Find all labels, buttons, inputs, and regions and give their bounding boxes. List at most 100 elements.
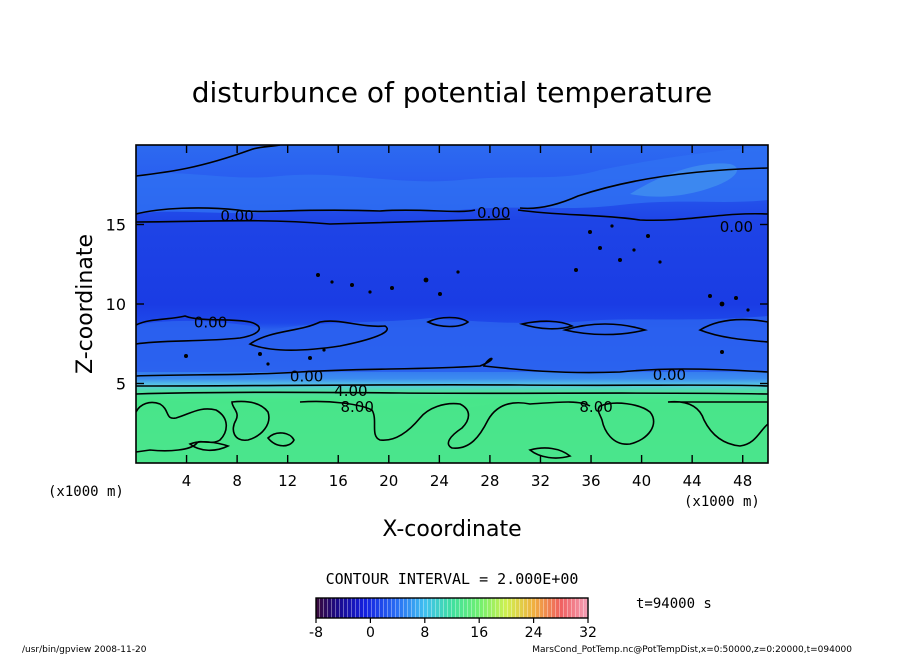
contour-speck [720,350,724,354]
contour-line [136,207,476,215]
contour-line [248,320,388,352]
contour-line [136,315,261,345]
contour-speck [266,362,270,366]
x-axis-label: X-coordinate [382,517,521,542]
colorbar-tick-label: 32 [579,625,597,641]
plot-area: 0.00 0.000.000.000.00 0.004.008.00 8.00 [135,144,769,464]
colorbar-stripes [316,598,588,618]
x-axis: 4 8 12 16 20 24 28 32 36 40 44 48 [182,145,752,490]
x-unit-left: (x1000 m) [48,484,124,500]
contour-speck [316,273,320,277]
contour-label: 4.00 [334,382,367,400]
contour-line [136,383,768,387]
contour-line [136,145,281,177]
colorbar-tick-label: 0 [366,625,375,641]
contour-speck [330,280,334,284]
x-tick-label: 24 [430,472,449,490]
contour-speck [308,356,312,360]
contour-label: 0.00 [194,313,227,331]
x-unit-right: (x1000 m) [684,494,760,510]
contour-label: 8.00 [340,398,373,416]
contour-speck [423,277,429,283]
contour-speck [588,230,592,234]
contour-speck [734,296,738,300]
x-tick-label: 4 [182,472,192,490]
colorbar: -8 0 8 16 24 32 [309,597,597,641]
contour-speck [658,260,662,264]
y-axis-label: Z-coordinate [73,234,98,374]
x-tick-label: 8 [232,472,242,490]
x-tick-label: 48 [733,472,752,490]
contour-speck [610,224,614,228]
chart-title: disturbunce of potential temperature [192,76,713,109]
contour-speck [618,258,622,262]
contour-line [231,400,270,441]
x-tick-label: 36 [581,472,600,490]
contour-line [266,432,295,447]
y-tick-label: 5 [116,375,126,394]
x-tick-label: 20 [379,472,398,490]
colorbar-tick-label: 16 [470,625,488,641]
contour-line [136,357,768,377]
contour-line [517,209,768,222]
contour-line [597,402,655,445]
x-tick-label: 44 [683,472,702,490]
contour-line [136,391,768,395]
contour-speck [390,286,394,290]
y-tick-label: 15 [106,216,126,235]
colorbar-tick-label: -8 [309,625,323,641]
contour-label: 0.00 [720,218,753,236]
contour-speck [456,270,460,274]
contour-speck [350,283,354,287]
contour-speck [719,301,725,307]
contour-speck [574,268,578,272]
contour-speck [646,234,650,238]
green-domes [136,398,768,463]
contour-line [519,320,575,330]
x-tick-label: 40 [632,472,651,490]
contour-speck [746,308,750,312]
contour-line [299,400,591,449]
contour-label: 0.00 [220,207,253,225]
colorbar-frame [315,597,589,619]
contour-speck [184,354,188,358]
contour-speck [368,290,372,294]
x-tick-label: 32 [531,472,550,490]
contour-speck [322,348,326,352]
mid-light-band [136,316,768,372]
contour-specks [184,224,750,366]
contour-line [667,400,768,447]
contour-speck [598,246,602,250]
colorbar-tick-label: 24 [525,625,543,641]
colorbar-tick-label: 8 [420,625,429,641]
upper-light-band [136,146,768,214]
contour-interval: CONTOUR INTERVAL = 2.000E+00 [326,570,579,588]
x-tick-label: 28 [480,472,499,490]
contour-line [426,316,470,328]
contour-line [136,218,511,225]
contour-line [698,318,768,343]
y-tick-label: 10 [106,295,126,314]
contour-label: 0.00 [290,368,323,386]
contour-line [136,401,228,453]
contour-speck [438,292,442,296]
contour-label: 0.00 [477,204,510,222]
contour-speck [258,352,262,356]
contour-speck [708,294,712,298]
contour-label: 8.00 [579,398,612,416]
contour-line [188,441,231,452]
y-axis: 5 10 15 [106,216,768,394]
time-label: t=94000 s [636,596,712,612]
contour-label: 0.00 [653,366,686,384]
contour-line [519,167,768,210]
x-tick-label: 16 [329,472,348,490]
contour-speck [632,248,636,252]
footer-left: /usr/bin/gpview 2008-11-20 [22,645,147,654]
colorbar-ticks: -8 0 8 16 24 32 [309,618,597,641]
contour-line [562,323,648,336]
contour-labels: 0.00 0.000.000.000.00 0.004.008.00 8.00 [194,204,753,416]
x-tick-label: 12 [278,472,297,490]
contour-lines [136,145,768,459]
footer-right: MarsCond_PotTemp.nc@PotTempDist,x=0:5000… [532,645,852,654]
